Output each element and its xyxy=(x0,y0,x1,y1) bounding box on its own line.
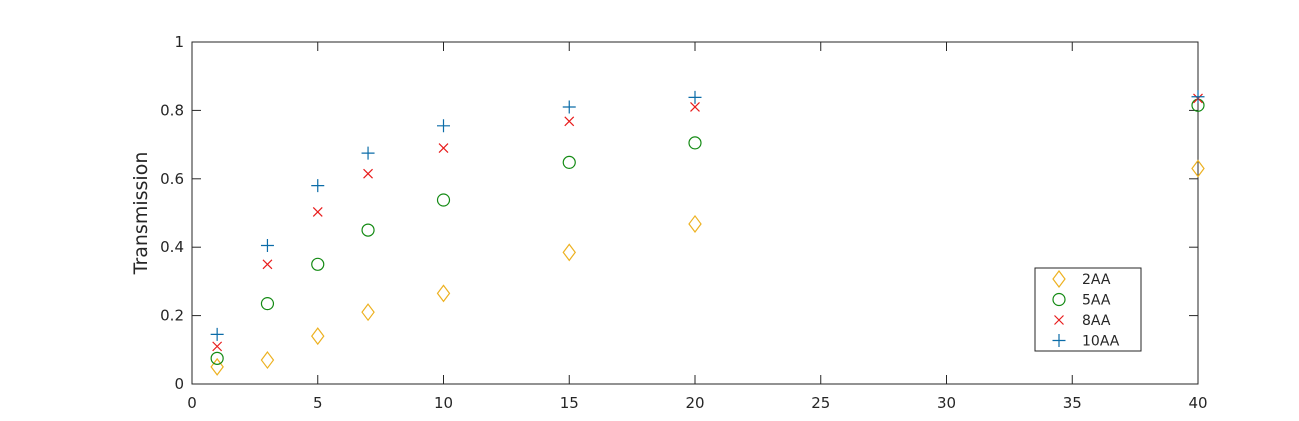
data-point xyxy=(562,155,576,169)
x-tick-label: 5 xyxy=(313,394,323,412)
data-point xyxy=(437,119,450,133)
series-2AA xyxy=(210,159,1205,376)
data-point xyxy=(311,179,325,193)
y-axis-label: Transmission xyxy=(130,152,152,276)
data-point xyxy=(688,214,702,233)
data-point xyxy=(438,143,449,153)
data-point xyxy=(363,168,373,179)
x-tick-label: 35 xyxy=(1063,394,1082,412)
data-point xyxy=(262,259,273,270)
axis-tick-labels: 0 5 10 15 20 25 30 35 40 0 0.2 0.4 0.6 0.8 1 xyxy=(160,33,1207,412)
data-point xyxy=(436,284,451,303)
y-tick-label: 0.4 xyxy=(160,238,184,256)
y-tick-label: 0.6 xyxy=(160,170,184,188)
data-point xyxy=(562,243,577,262)
data-point xyxy=(361,223,375,237)
x-tick-label: 0 xyxy=(187,394,197,412)
legend-label: 8AA xyxy=(1082,313,1111,329)
data-point xyxy=(260,351,275,370)
legend-marker xyxy=(1052,334,1066,347)
legend-marker xyxy=(1052,292,1066,307)
data-point xyxy=(210,327,224,341)
x-tick-label: 30 xyxy=(937,394,956,412)
y-tick-label: 1 xyxy=(174,33,184,51)
legend-label: 2AA xyxy=(1082,272,1111,288)
legend-marker xyxy=(1052,270,1066,288)
legend-box xyxy=(1034,267,1142,352)
data-point xyxy=(361,146,375,160)
x-tick-label: 20 xyxy=(685,394,704,412)
data-point xyxy=(436,193,451,207)
data-point xyxy=(1191,90,1205,104)
legend-label: 10AA xyxy=(1082,334,1120,350)
data-point xyxy=(260,297,275,311)
x-tick-label: 40 xyxy=(1188,394,1207,412)
legend-marker xyxy=(1054,315,1064,325)
data-point xyxy=(210,351,224,365)
data-point xyxy=(311,257,325,271)
data-point xyxy=(690,102,700,112)
series-10AA xyxy=(210,90,1205,341)
y-tick-label: 0 xyxy=(174,375,184,393)
x-tick-label: 10 xyxy=(434,394,453,412)
data-point xyxy=(564,116,575,127)
data-point xyxy=(210,357,224,376)
y-tick-label: 0.8 xyxy=(160,101,184,119)
data-markers xyxy=(210,90,1205,376)
y-tick-label: 0.2 xyxy=(160,307,184,325)
data-point xyxy=(688,136,702,150)
legend-label: 5AA xyxy=(1082,293,1111,309)
data-point xyxy=(260,238,274,252)
x-tick-label: 25 xyxy=(811,394,830,412)
data-point xyxy=(562,100,576,114)
data-point xyxy=(1191,159,1205,178)
axis-ticks xyxy=(191,41,1199,385)
data-point xyxy=(212,341,223,352)
x-tick-label: 15 xyxy=(560,394,579,412)
data-point xyxy=(311,327,325,346)
legend: 2AA 5AA 8AA 10AA xyxy=(1034,267,1142,352)
data-point xyxy=(688,90,702,104)
data-point xyxy=(312,207,323,217)
data-point xyxy=(361,303,375,322)
